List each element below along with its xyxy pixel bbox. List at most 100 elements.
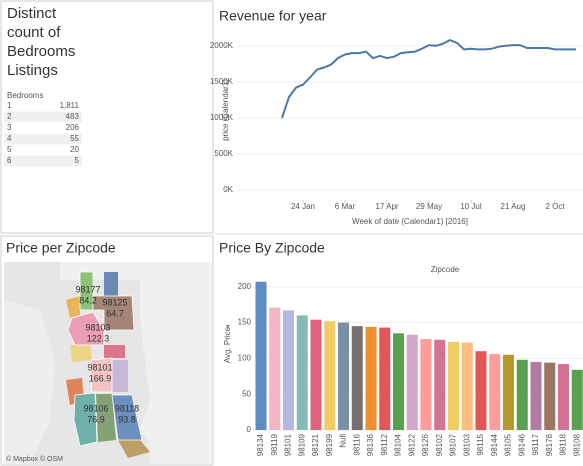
x-tick-label: 98146: [517, 433, 526, 456]
map-region: [118, 440, 150, 458]
row-label: 2: [7, 112, 12, 121]
x-tick-label: 98109: [297, 433, 306, 456]
y-tick-label: 1000K: [210, 113, 234, 122]
y-tick-label: 0K: [223, 185, 233, 194]
chart-title: Price By Zipcode: [219, 240, 325, 256]
y-tick-label: 150: [238, 318, 252, 327]
x-tick-label: 98119: [270, 433, 279, 455]
x-tick-label: 98126: [421, 433, 430, 456]
x-tick-label: 98105: [504, 433, 513, 456]
y-tick-label: 100: [238, 353, 252, 362]
map-region: [70, 345, 92, 362]
bar: [503, 354, 514, 430]
bar: [544, 362, 556, 430]
region-label: 98125: [102, 297, 127, 307]
land: [4, 300, 55, 464]
chart-title: Price per Zipcode: [6, 240, 116, 256]
x-tick-label: 98118: [559, 433, 568, 455]
y-axis-title: Avg. Price: [223, 326, 232, 363]
panel-border: [0, 235, 214, 466]
x-tick-label: 98178: [545, 433, 554, 456]
column-header: Zipcode: [431, 265, 460, 274]
y-axis-title: price (Calendar1): [221, 79, 230, 141]
x-tick-label: 29 May: [416, 202, 442, 211]
bar: [393, 333, 404, 430]
x-tick-label: 21 Aug: [501, 202, 526, 211]
bar: [434, 339, 446, 430]
x-tick-label: 98117: [531, 433, 540, 455]
table-title: Distinct count of Bedrooms Listings: [7, 5, 76, 79]
region-label: 98177: [75, 284, 100, 294]
x-tick-label: 24 Jan: [291, 202, 315, 211]
x-tick-label: 98107: [449, 433, 458, 456]
land: [60, 262, 212, 464]
x-tick-label: 98108: [572, 433, 581, 456]
cell-value: 5: [75, 156, 80, 165]
y-tick-label: 500K: [214, 149, 233, 158]
region-value: 166.9: [89, 373, 112, 383]
row-label: 1: [7, 101, 12, 110]
row-stripe: [4, 133, 82, 145]
x-tick-label: 98136: [366, 433, 375, 456]
bar: [310, 319, 322, 430]
cell-value: 206: [66, 123, 80, 132]
x-tick-label: 98134: [256, 433, 265, 456]
y-tick-label: 2000K: [210, 41, 234, 50]
bar: [448, 341, 459, 430]
map-region: [112, 360, 128, 392]
map-region: [73, 392, 98, 447]
x-tick-label: 6 Mar: [335, 202, 356, 211]
region-value: 122.3: [87, 333, 110, 343]
y-tick-label: 1500K: [210, 77, 234, 86]
bar: [338, 322, 349, 430]
bar: [489, 354, 501, 430]
map-region: [104, 345, 125, 358]
region-value: 84.2: [79, 295, 97, 305]
x-axis-title: Week of date (Calendar1) [2016]: [352, 217, 468, 226]
bar: [351, 326, 363, 430]
map-region: [67, 311, 105, 346]
cell-value: 483: [66, 112, 80, 121]
line-series: [281, 38, 576, 119]
cell-value: 1,811: [60, 101, 80, 110]
filter-icon[interactable]: [226, 325, 230, 329]
region-label: 98106: [83, 403, 108, 413]
x-tick-label: 2 Oct: [545, 202, 565, 211]
cell-value: 55: [70, 134, 79, 143]
x-tick-label: 98199: [325, 433, 334, 456]
column-header: Bedrooms: [7, 91, 43, 100]
bar: [530, 361, 542, 430]
x-tick-label: 10 Jul: [460, 202, 482, 211]
bar: [255, 281, 267, 430]
filter-icon-shape: [226, 325, 230, 329]
map-region: [111, 394, 143, 441]
x-tick-label: 98103: [462, 433, 471, 456]
bar: [269, 307, 281, 430]
x-tick-label: 98144: [490, 433, 499, 456]
y-tick-label: 200: [238, 282, 252, 291]
x-tick-label: 98122: [407, 433, 416, 456]
x-tick-label: 98104: [394, 433, 403, 456]
panel-border: [0, 0, 214, 234]
bar: [461, 342, 473, 430]
row-label: 3: [7, 123, 12, 132]
chart-title: Revenue for year: [219, 8, 327, 24]
map-region: [89, 357, 113, 393]
region-value: 76.9: [87, 414, 105, 424]
x-tick-label: 98112: [380, 433, 389, 455]
y-tick-label: 0: [247, 425, 252, 434]
cell-value: 20: [70, 145, 79, 154]
bar: [571, 369, 583, 430]
map-region: [66, 296, 80, 318]
region-label: 98103: [85, 322, 110, 332]
x-tick-label: 98115: [476, 433, 485, 455]
map-attribution: © Mapbox © OSM: [6, 455, 63, 463]
row-stripe: [4, 111, 82, 123]
bar: [475, 351, 487, 430]
region-label: 98118: [115, 403, 139, 413]
map-region: [96, 394, 116, 442]
bar: [296, 315, 308, 430]
bar: [406, 334, 418, 430]
